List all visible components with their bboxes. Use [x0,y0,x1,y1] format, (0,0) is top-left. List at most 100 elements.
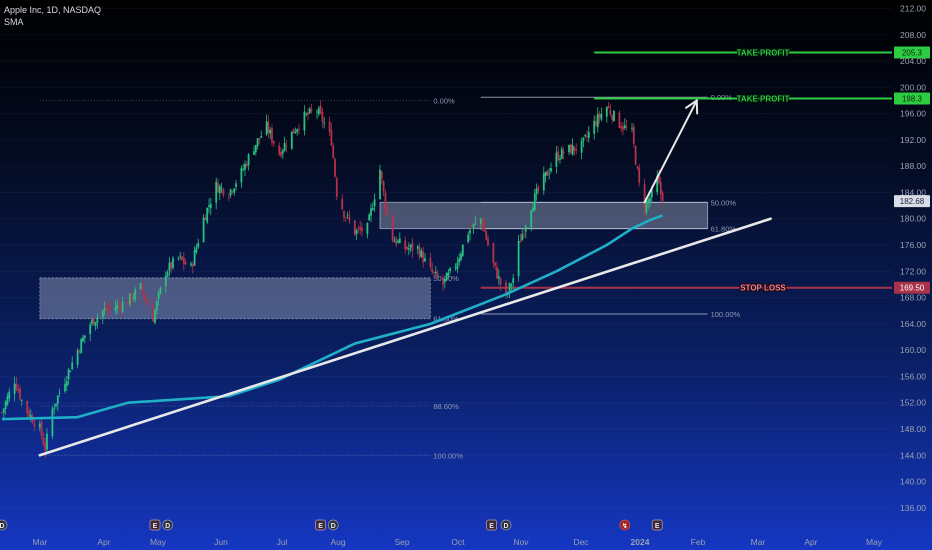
candle-body [308,108,311,113]
candle-body [386,210,389,214]
candle-body [416,246,419,249]
candle-body [247,154,250,166]
candle-body [497,276,500,279]
candle-body [618,112,621,128]
candle-body [321,111,324,123]
candle-body [209,203,212,209]
y-tick-label: 168.00 [900,293,926,303]
trade-levels: TAKE PROFIT 205.3 TAKE PROFIT 198.3 STOP LOS… [480,46,930,294]
candle-body [418,247,421,258]
candle-body [319,105,322,114]
x-tick-label: Oct [451,537,465,547]
candle-body [436,273,439,278]
candle-body [121,301,124,312]
candle-body [298,128,300,130]
candle-body [159,287,162,294]
y-tick-label: 176.00 [900,240,926,250]
time-axis: Mar Apr May Jun Jul Aug Sep Oct Nov Dec 2024 Feb Mar… [33,537,883,547]
candle-body [357,227,360,229]
candle-body [485,231,488,240]
candle-body [218,186,221,194]
candle-body [92,317,95,326]
arrow-shaft [643,99,698,204]
candle-body [272,141,275,144]
candle-body [573,146,576,151]
candle-body [271,128,273,142]
candle-body [105,305,108,311]
candle-body [303,111,306,131]
y-tick-label: 152.00 [900,398,926,408]
candle-body [31,416,34,424]
candle-body [80,339,83,354]
candle-body [650,189,653,198]
candle-body [494,262,497,266]
candle-body [359,227,362,230]
candle-body [269,129,272,134]
y-tick-label: 164.00 [900,319,926,329]
candle-body [119,306,122,310]
candle-body [116,304,119,309]
candle-body [461,244,464,256]
candle-body [132,297,135,299]
fib-left-label: 61.80% [433,315,459,324]
candle-body [28,410,30,417]
candle-body [348,216,351,221]
candle-body [103,308,106,311]
candle-body [460,253,462,260]
candle-body [371,208,374,210]
candle-body [449,267,452,272]
candle-body [634,146,637,165]
candle-body [532,207,534,212]
candle-body [638,167,641,183]
candle-body [542,173,545,191]
candle-body [96,317,99,323]
event-marker-symbol: E [655,523,660,530]
candle-body [492,242,495,264]
take-profit-tag [894,46,930,59]
support-zone-right [379,201,709,230]
fib-left-label: 0.00% [433,96,455,105]
candle-body [179,255,182,257]
candle-body [658,175,660,184]
candle-body [560,148,563,159]
candle-body [346,214,349,216]
candle-body [222,188,225,196]
candle-body [265,121,268,135]
candle-body [406,247,408,250]
take-profit-tag-text: 198.3 [902,95,923,104]
candle-body [593,120,596,134]
candle-body [569,144,572,154]
x-tick-label: Feb [691,537,706,547]
candle-body [586,136,588,138]
candle-body [58,392,61,394]
symbol-title[interactable]: Apple Inc, 1D, NASDAQ [4,5,102,15]
candle-body [380,171,383,179]
candle-body [330,130,333,146]
candle-body [42,437,45,445]
x-tick-label: Dec [573,537,589,547]
candle-body [91,319,93,324]
candle-body [431,268,434,273]
y-tick-label: 204.00 [900,56,926,66]
candle-body [575,149,578,151]
candle-body [398,238,401,244]
event-marker-symbol: D [165,523,170,530]
indicator-label[interactable]: SMA [4,17,24,27]
fib-right-label: 50.00% [711,198,737,207]
candle-body [443,278,446,283]
candle-body [1,412,3,414]
candle-body [643,184,646,210]
candle-body [8,391,11,399]
candle-body [170,262,173,269]
candle-body [609,109,612,115]
candle-body [127,301,129,305]
candle-body [611,115,614,120]
x-tick-label: Sep [394,537,409,547]
candle-body [429,258,432,268]
earnings-event-icon [149,519,161,531]
candle-body [316,111,318,113]
y-tick-label: 136.00 [900,503,926,513]
candle-body [474,222,477,224]
x-tick-label: May [866,537,883,547]
